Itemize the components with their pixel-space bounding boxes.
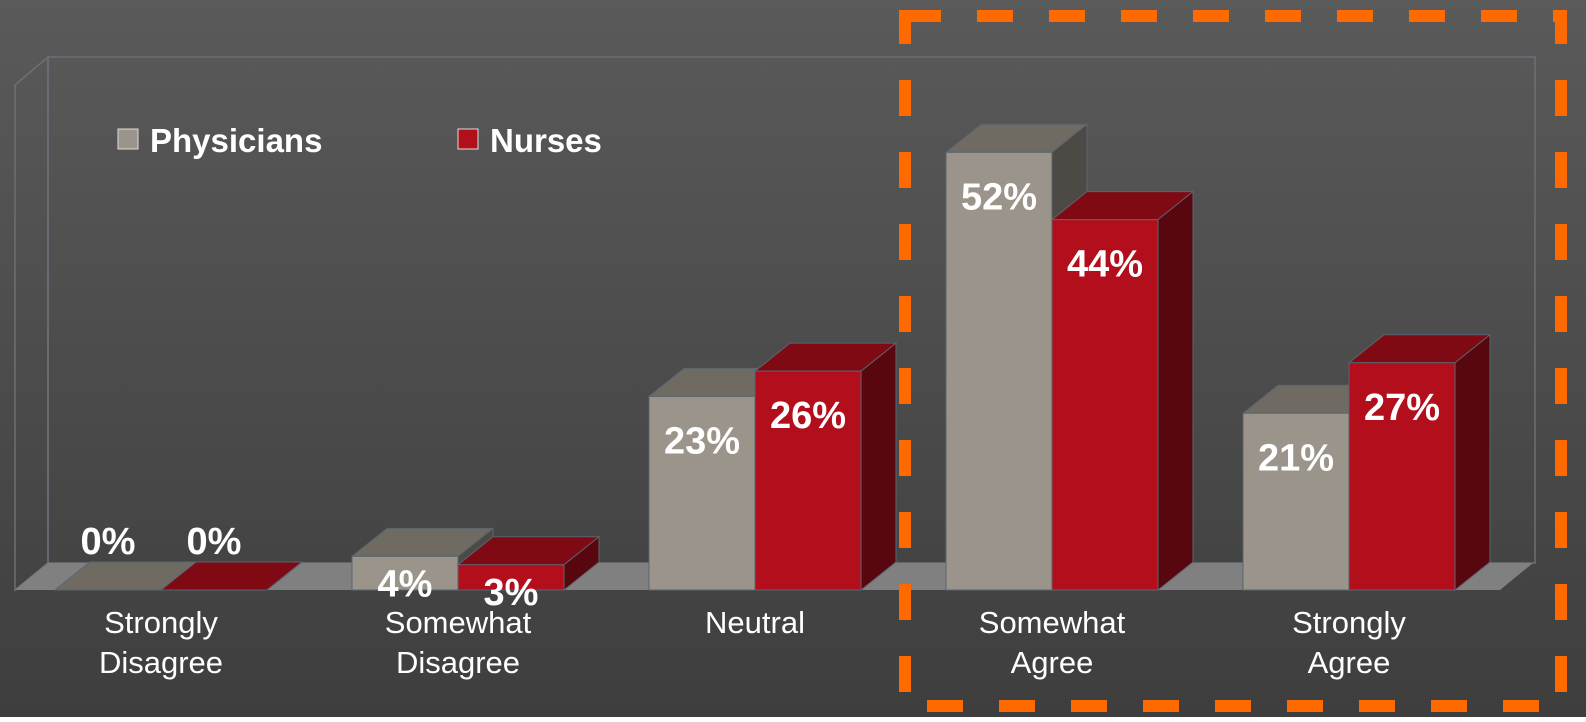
bar-side — [1157, 190, 1194, 592]
legend-label: Nurses — [490, 122, 602, 159]
bar-front — [1242, 412, 1350, 591]
bar-front — [1348, 362, 1456, 591]
bar-front — [754, 370, 862, 591]
bar-side — [860, 342, 897, 592]
x-tick-label: Strongly Disagree — [99, 605, 223, 680]
bar — [1050, 190, 1195, 592]
bar-front — [945, 151, 1053, 591]
legend-swatch — [117, 128, 139, 150]
data-label: 4% — [378, 563, 433, 605]
data-label: 0% — [81, 521, 136, 563]
legend-label: Physicians — [150, 122, 322, 159]
data-label: 3% — [484, 572, 539, 614]
data-label: 52% — [961, 176, 1037, 218]
bar — [456, 535, 601, 592]
bar-side — [266, 561, 303, 591]
data-label: 21% — [1258, 437, 1334, 479]
data-label: 23% — [664, 420, 740, 462]
bar-front — [457, 564, 565, 591]
bar — [1347, 333, 1492, 592]
x-tick-label: Strongly Agree — [1292, 605, 1406, 680]
highlight-box — [899, 10, 1567, 712]
bar — [159, 561, 304, 591]
bar-front — [648, 395, 756, 591]
x-tick-label: Somewhat Disagree — [385, 605, 532, 680]
data-label: 27% — [1364, 387, 1440, 429]
x-tick-label: Neutral — [705, 605, 805, 640]
bar — [753, 342, 898, 592]
data-label: 0% — [187, 521, 242, 563]
bar-front — [1051, 219, 1159, 591]
data-label: 26% — [770, 395, 846, 437]
legend-swatch — [457, 128, 479, 150]
bar-side — [1454, 333, 1491, 592]
bar-front — [351, 555, 459, 591]
x-tick-label: Somewhat Agree — [979, 605, 1126, 680]
data-label: 44% — [1067, 244, 1143, 286]
